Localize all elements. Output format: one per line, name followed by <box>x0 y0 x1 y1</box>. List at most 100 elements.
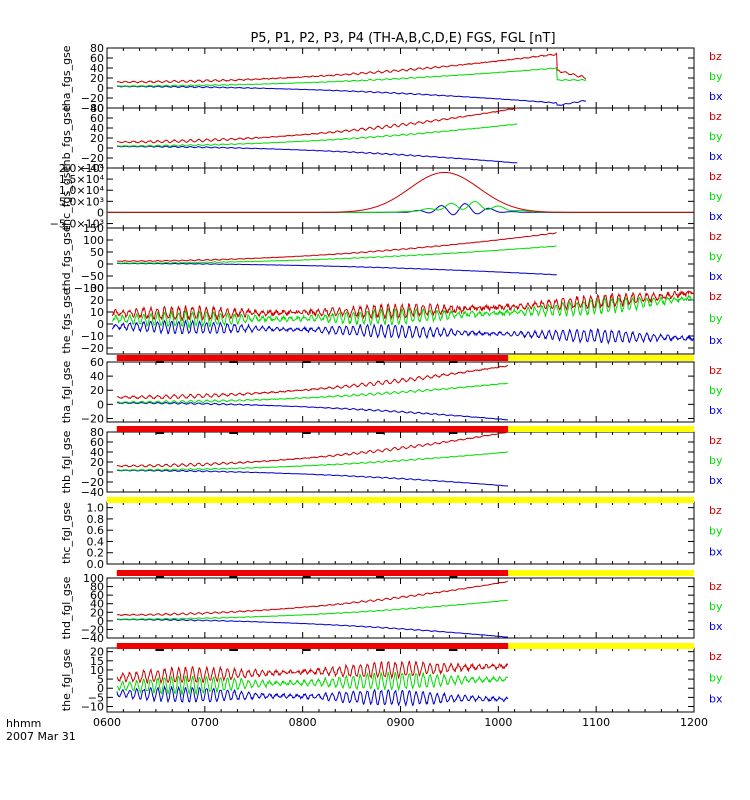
legend-bz: bz <box>709 364 722 377</box>
y-axis-label: thc_fgs_gse <box>60 166 73 231</box>
legend-by: by <box>709 600 723 613</box>
mode-bar-marker <box>302 576 311 578</box>
y-tick-label: 40 <box>90 598 104 611</box>
legend-by: by <box>709 250 723 263</box>
y-tick-label: 100 <box>83 234 104 247</box>
y-tick-label: 80 <box>90 42 104 55</box>
mode-bar-off <box>508 426 694 432</box>
y-tick-label: 0 <box>97 615 104 628</box>
x-tick-label: 1000 <box>484 716 512 729</box>
mode-bar <box>107 497 694 503</box>
y-tick-label: 100 <box>83 572 104 585</box>
legend-bz: bz <box>709 290 722 303</box>
legend-by: by <box>709 671 723 684</box>
y-tick-label: −100 <box>74 282 104 295</box>
mode-bar-off <box>107 497 694 503</box>
mode-bar-marker <box>155 649 164 651</box>
y-tick-label: 0 <box>97 258 104 271</box>
panel-frame <box>106 167 695 229</box>
series-bz-line <box>116 364 509 400</box>
y-tick-label: 10 <box>90 664 104 677</box>
series-bz-line <box>111 289 694 322</box>
y-tick-label: 0.6 <box>87 524 105 537</box>
legend-bx: bx <box>709 474 723 487</box>
y-tick-label: 0 <box>97 142 104 155</box>
mode-bar-on <box>116 643 509 649</box>
panel-frame <box>106 431 695 493</box>
y-axis-label: thb_fgl_gse <box>60 430 73 493</box>
series-bx-line <box>111 319 694 345</box>
series-by-line <box>116 671 509 696</box>
y-tick-label: 20 <box>90 72 104 85</box>
y-tick-label: −20 <box>81 152 104 165</box>
y-tick-label: 60 <box>90 589 104 602</box>
panel-thc_fgl_gse: 1.00.80.60.40.20.0 thc_fgl_gse bz by bx <box>60 501 723 571</box>
y-tick-label: 20 <box>90 132 104 145</box>
y-axis-label: the_fgl_gse <box>60 649 73 712</box>
y-tick-label: −40 <box>81 102 104 115</box>
y-tick-label: 20 <box>90 294 104 307</box>
y-tick-label: 20 <box>90 456 104 469</box>
y-tick-label: 0 <box>97 318 104 331</box>
y-tick-label: −20 <box>81 623 104 636</box>
y-tick-label: 60 <box>90 356 104 369</box>
y-tick-label: −10 <box>81 330 104 343</box>
y-tick-label: 0.8 <box>87 513 105 526</box>
y-tick-label: 60 <box>90 112 104 125</box>
legend-bz: bz <box>709 50 722 63</box>
series-by-line <box>116 382 508 404</box>
y-tick-label: 5 <box>97 673 104 686</box>
y-tick-label: −5 <box>88 691 104 704</box>
mode-bar-marker <box>302 432 311 434</box>
x-axis-date: 2007 Mar 31 <box>6 730 76 743</box>
mode-bar-marker <box>302 649 311 651</box>
legend-bx: bx <box>709 620 723 633</box>
x-tick-label: 0900 <box>387 716 415 729</box>
series-bz-line <box>116 431 509 468</box>
x-tick-label: 0600 <box>93 716 121 729</box>
y-axis-label: thd_fgs_gse <box>60 225 73 291</box>
mode-bar-on <box>116 426 509 432</box>
y-tick-label: 20 <box>90 384 104 397</box>
y-tick-label: −10 <box>81 701 104 714</box>
y-axis-label: thc_fgl_gse <box>60 502 73 564</box>
mode-bar-marker <box>229 361 238 363</box>
legend-bx: bx <box>709 90 723 103</box>
y-tick-label: −40 <box>81 486 104 499</box>
legend-bx: bx <box>709 270 723 283</box>
legend-by: by <box>709 384 723 397</box>
mode-bar <box>116 570 694 578</box>
y-axis-label: thb_fgs_gse <box>60 105 73 171</box>
series-by-line <box>116 123 518 147</box>
series-bz-line <box>116 52 587 84</box>
mode-bar-marker <box>229 576 238 578</box>
y-tick-label: 30 <box>90 282 104 295</box>
mode-bar <box>116 643 694 651</box>
series-by-line <box>116 67 587 87</box>
series-bx-line <box>116 618 508 638</box>
mode-bar <box>116 426 694 434</box>
mode-bar-marker <box>155 432 164 434</box>
legend-bz: bz <box>709 650 722 663</box>
y-tick-label: 0 <box>97 206 104 219</box>
panel-thc_fgs_gse: 2.0×10⁴1.5×10⁴1.0×10⁴5.0×10³0−5.0×10³thc… <box>50 162 723 231</box>
mode-bar-marker <box>155 576 164 578</box>
y-tick-label: −20 <box>81 92 104 105</box>
legend-bz: bz <box>709 434 722 447</box>
y-tick-label: 0.0 <box>87 558 105 571</box>
y-axis-label: tha_fgs_gse <box>60 45 73 110</box>
y-tick-label: 20 <box>90 606 104 619</box>
y-tick-label: 20 <box>90 646 104 659</box>
series-bx-line <box>117 262 557 276</box>
series-bz-line <box>117 580 509 617</box>
series-bx-line <box>116 685 509 708</box>
mode-bar-marker <box>376 432 385 434</box>
x-tick-label: 0700 <box>191 716 219 729</box>
mode-bar-marker <box>302 361 311 363</box>
